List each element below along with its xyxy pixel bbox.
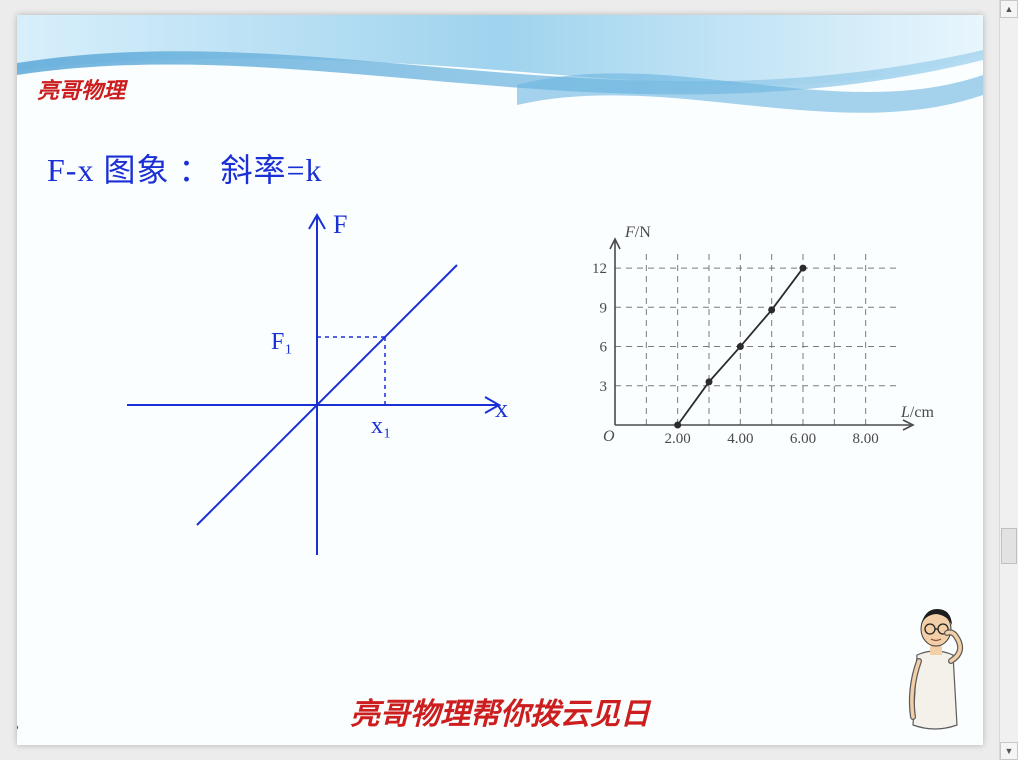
svg-text:L/cm: L/cm — [900, 404, 934, 421]
viewport: 亮哥物理 F-x 图象 ： 斜率=k — [0, 0, 1018, 760]
svg-text:4.00: 4.00 — [727, 431, 753, 447]
scroll-down-button[interactable]: ▼ — [1000, 742, 1018, 760]
svg-text:F/N: F/N — [624, 225, 651, 241]
scroll-thumb[interactable] — [1001, 528, 1017, 564]
svg-text:6.00: 6.00 — [790, 431, 816, 447]
left-diagram: F x F₁ x₁ — [97, 195, 517, 575]
watermark-top: 亮哥物理 — [37, 73, 125, 105]
slide: 亮哥物理 F-x 图象 ： 斜率=k — [17, 15, 983, 745]
vertical-scrollbar[interactable]: ▲ ▼ — [999, 0, 1018, 760]
svg-text:3: 3 — [600, 379, 608, 395]
svg-text:O: O — [603, 428, 615, 445]
svg-text:8.00: 8.00 — [853, 431, 879, 447]
x-axis-label: x — [495, 394, 508, 423]
f1-label: F₁ — [271, 329, 293, 355]
svg-text:6: 6 — [600, 340, 608, 356]
svg-text:2.00: 2.00 — [665, 431, 691, 447]
scroll-up-button[interactable]: ▲ — [1000, 0, 1018, 18]
x1-label: x₁ — [371, 413, 391, 439]
svg-text:9: 9 — [600, 300, 608, 316]
footer-text: 亮哥物理帮你拨云见日 — [17, 689, 983, 733]
right-chart: 3 6 9 12 2.00 4.00 6.00 8.00 O F/N L/cm — [567, 225, 937, 465]
svg-text:12: 12 — [592, 261, 607, 277]
y-axis-label: F — [333, 210, 347, 239]
handwritten-formula: F-x 图象 ： 斜率=k — [47, 145, 323, 191]
